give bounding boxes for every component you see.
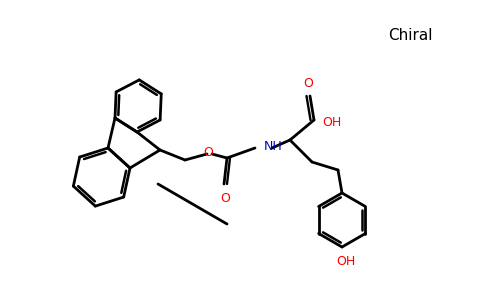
Text: OH: OH — [336, 255, 356, 268]
Text: Chiral: Chiral — [388, 28, 432, 43]
Text: O: O — [303, 77, 313, 90]
Text: O: O — [203, 146, 213, 160]
Text: NH: NH — [264, 140, 283, 152]
Text: OH: OH — [322, 116, 341, 130]
Text: O: O — [220, 192, 230, 205]
